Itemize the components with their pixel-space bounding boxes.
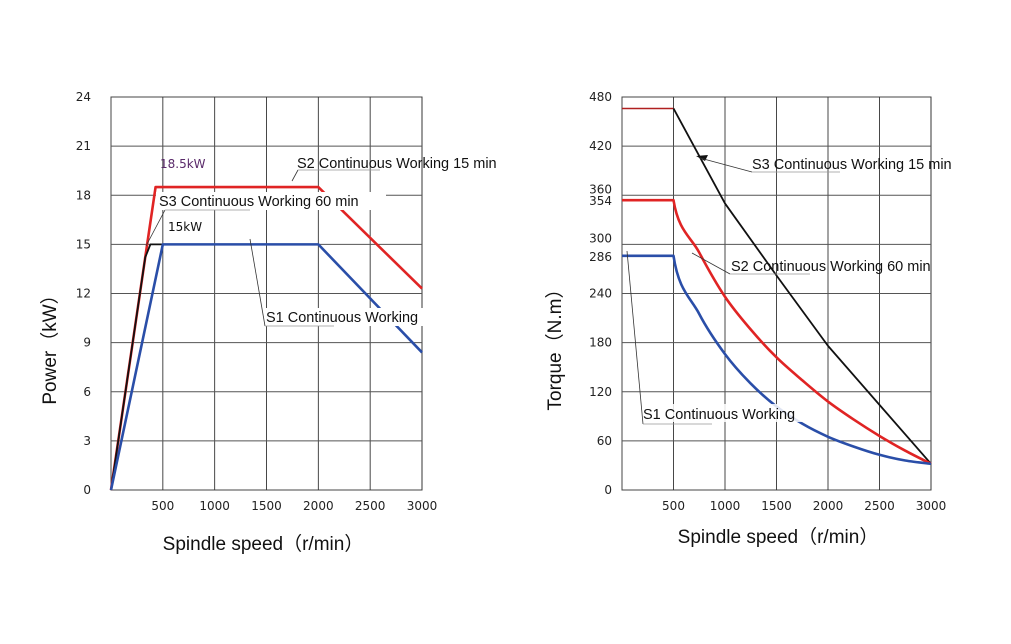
power-y-tick-label: 9: [83, 336, 91, 350]
torque-y-tick-label: 60: [597, 434, 612, 448]
power-series-line-2: [110, 243, 163, 491]
torque-x-axis-title: Spindle speed（r/min）: [678, 526, 879, 548]
power-y-tick-label: 6: [83, 385, 91, 399]
power-series: [109, 185, 423, 491]
power-x-tick-label: 2000: [303, 499, 334, 513]
power-x-axis-title: Spindle speed（r/min）: [163, 533, 364, 555]
s1-label-bg: [262, 308, 438, 326]
torque-series-line-1: [672, 108, 932, 465]
torque-series-line-3: [622, 254, 932, 466]
s2-label: S2 Continuous Working 15 min: [297, 156, 497, 172]
power-x-tick-label: 1500: [251, 499, 282, 513]
torque-annotations: S3 Continuous Working 15 min S2 Continuo…: [626, 155, 952, 425]
s2-label: S2 Continuous Working 60 min: [731, 259, 931, 275]
torque-y-tick-label: 354: [589, 194, 612, 208]
power-y-tick-label: 21: [76, 139, 91, 153]
torque-y-tick-label: 180: [589, 336, 612, 350]
torque-x-tick-label: 1000: [710, 499, 741, 513]
s3-label: S3 Continuous Working 15 min: [752, 157, 952, 173]
power-series-line-3: [109, 243, 423, 491]
power-y-tick-label: 0: [83, 483, 91, 497]
s1-label-bg: [640, 404, 812, 422]
torque-x-tick-label: 500: [662, 499, 685, 513]
s1-label: S1 Continuous Working: [266, 310, 418, 326]
torque-y-tick-label: 286: [589, 250, 612, 264]
torque-y-tick-label: 300: [589, 231, 612, 245]
torque-y-tick-label: 480: [589, 90, 612, 104]
s3-leader-line: [699, 157, 753, 173]
s1-leader-line: [626, 250, 644, 425]
torque-y-tick-label: 240: [589, 287, 612, 301]
torque-series-line-2: [622, 198, 932, 465]
torque-chart: 500 1000 1500 2000 2500 3000 0 60 120 180 240 286 30…: [544, 90, 952, 548]
s1-label: S1 Continuous Working: [643, 407, 795, 423]
power-x-tick-label: 2500: [355, 499, 386, 513]
power-y-tick-label: 3: [83, 434, 91, 448]
torque-series: [621, 107, 932, 466]
power-chart: 500 1000 1500 2000 2500 3000 0 3 6 9 12 15 18 21 24 18…: [39, 90, 497, 555]
torque-y-tick-label: 420: [589, 139, 612, 153]
rated-power-label: 15kW: [168, 220, 202, 234]
torque-y-tick-label: 0: [604, 483, 612, 497]
torque-grid: [621, 96, 932, 491]
torque-y-tick-label: 120: [589, 385, 612, 399]
s1-leader-line: [249, 238, 266, 327]
torque-x-tick-label: 1500: [761, 499, 792, 513]
power-y-axis-title: Power（kW）: [39, 285, 61, 404]
torque-y-axis-title: Torque（N.m）: [544, 280, 566, 411]
power-x-tick-label: 500: [151, 499, 174, 513]
power-y-tick-label: 18: [76, 188, 91, 202]
torque-tick-labels: 500 1000 1500 2000 2500 3000 0 60 120 180 240 286 30…: [589, 90, 946, 513]
peak-power-label: 18.5kW: [160, 157, 206, 171]
s2-leader-line: [291, 169, 299, 182]
torque-x-tick-label: 3000: [916, 499, 947, 513]
power-tick-labels: 500 1000 1500 2000 2500 3000 0 3 6 9 12 15 18 21 24: [76, 90, 438, 513]
s3-leader-line: [145, 209, 166, 247]
torque-x-tick-label: 2500: [864, 499, 895, 513]
power-x-tick-label: 3000: [407, 499, 438, 513]
s3-label-bg: [156, 192, 386, 210]
torque-x-tick-label: 2000: [813, 499, 844, 513]
power-y-tick-label: 15: [76, 237, 91, 251]
power-x-tick-label: 1000: [199, 499, 230, 513]
power-annotations: 18.5kW 15kW S2 Continuous Working 15 min…: [145, 156, 497, 327]
power-y-tick-label: 24: [76, 90, 91, 104]
s2-leader-line: [691, 252, 731, 275]
torque-y-tick-label: 360: [589, 182, 612, 196]
s3-label: S3 Continuous Working 60 min: [159, 194, 359, 210]
power-y-tick-label: 12: [76, 287, 91, 301]
